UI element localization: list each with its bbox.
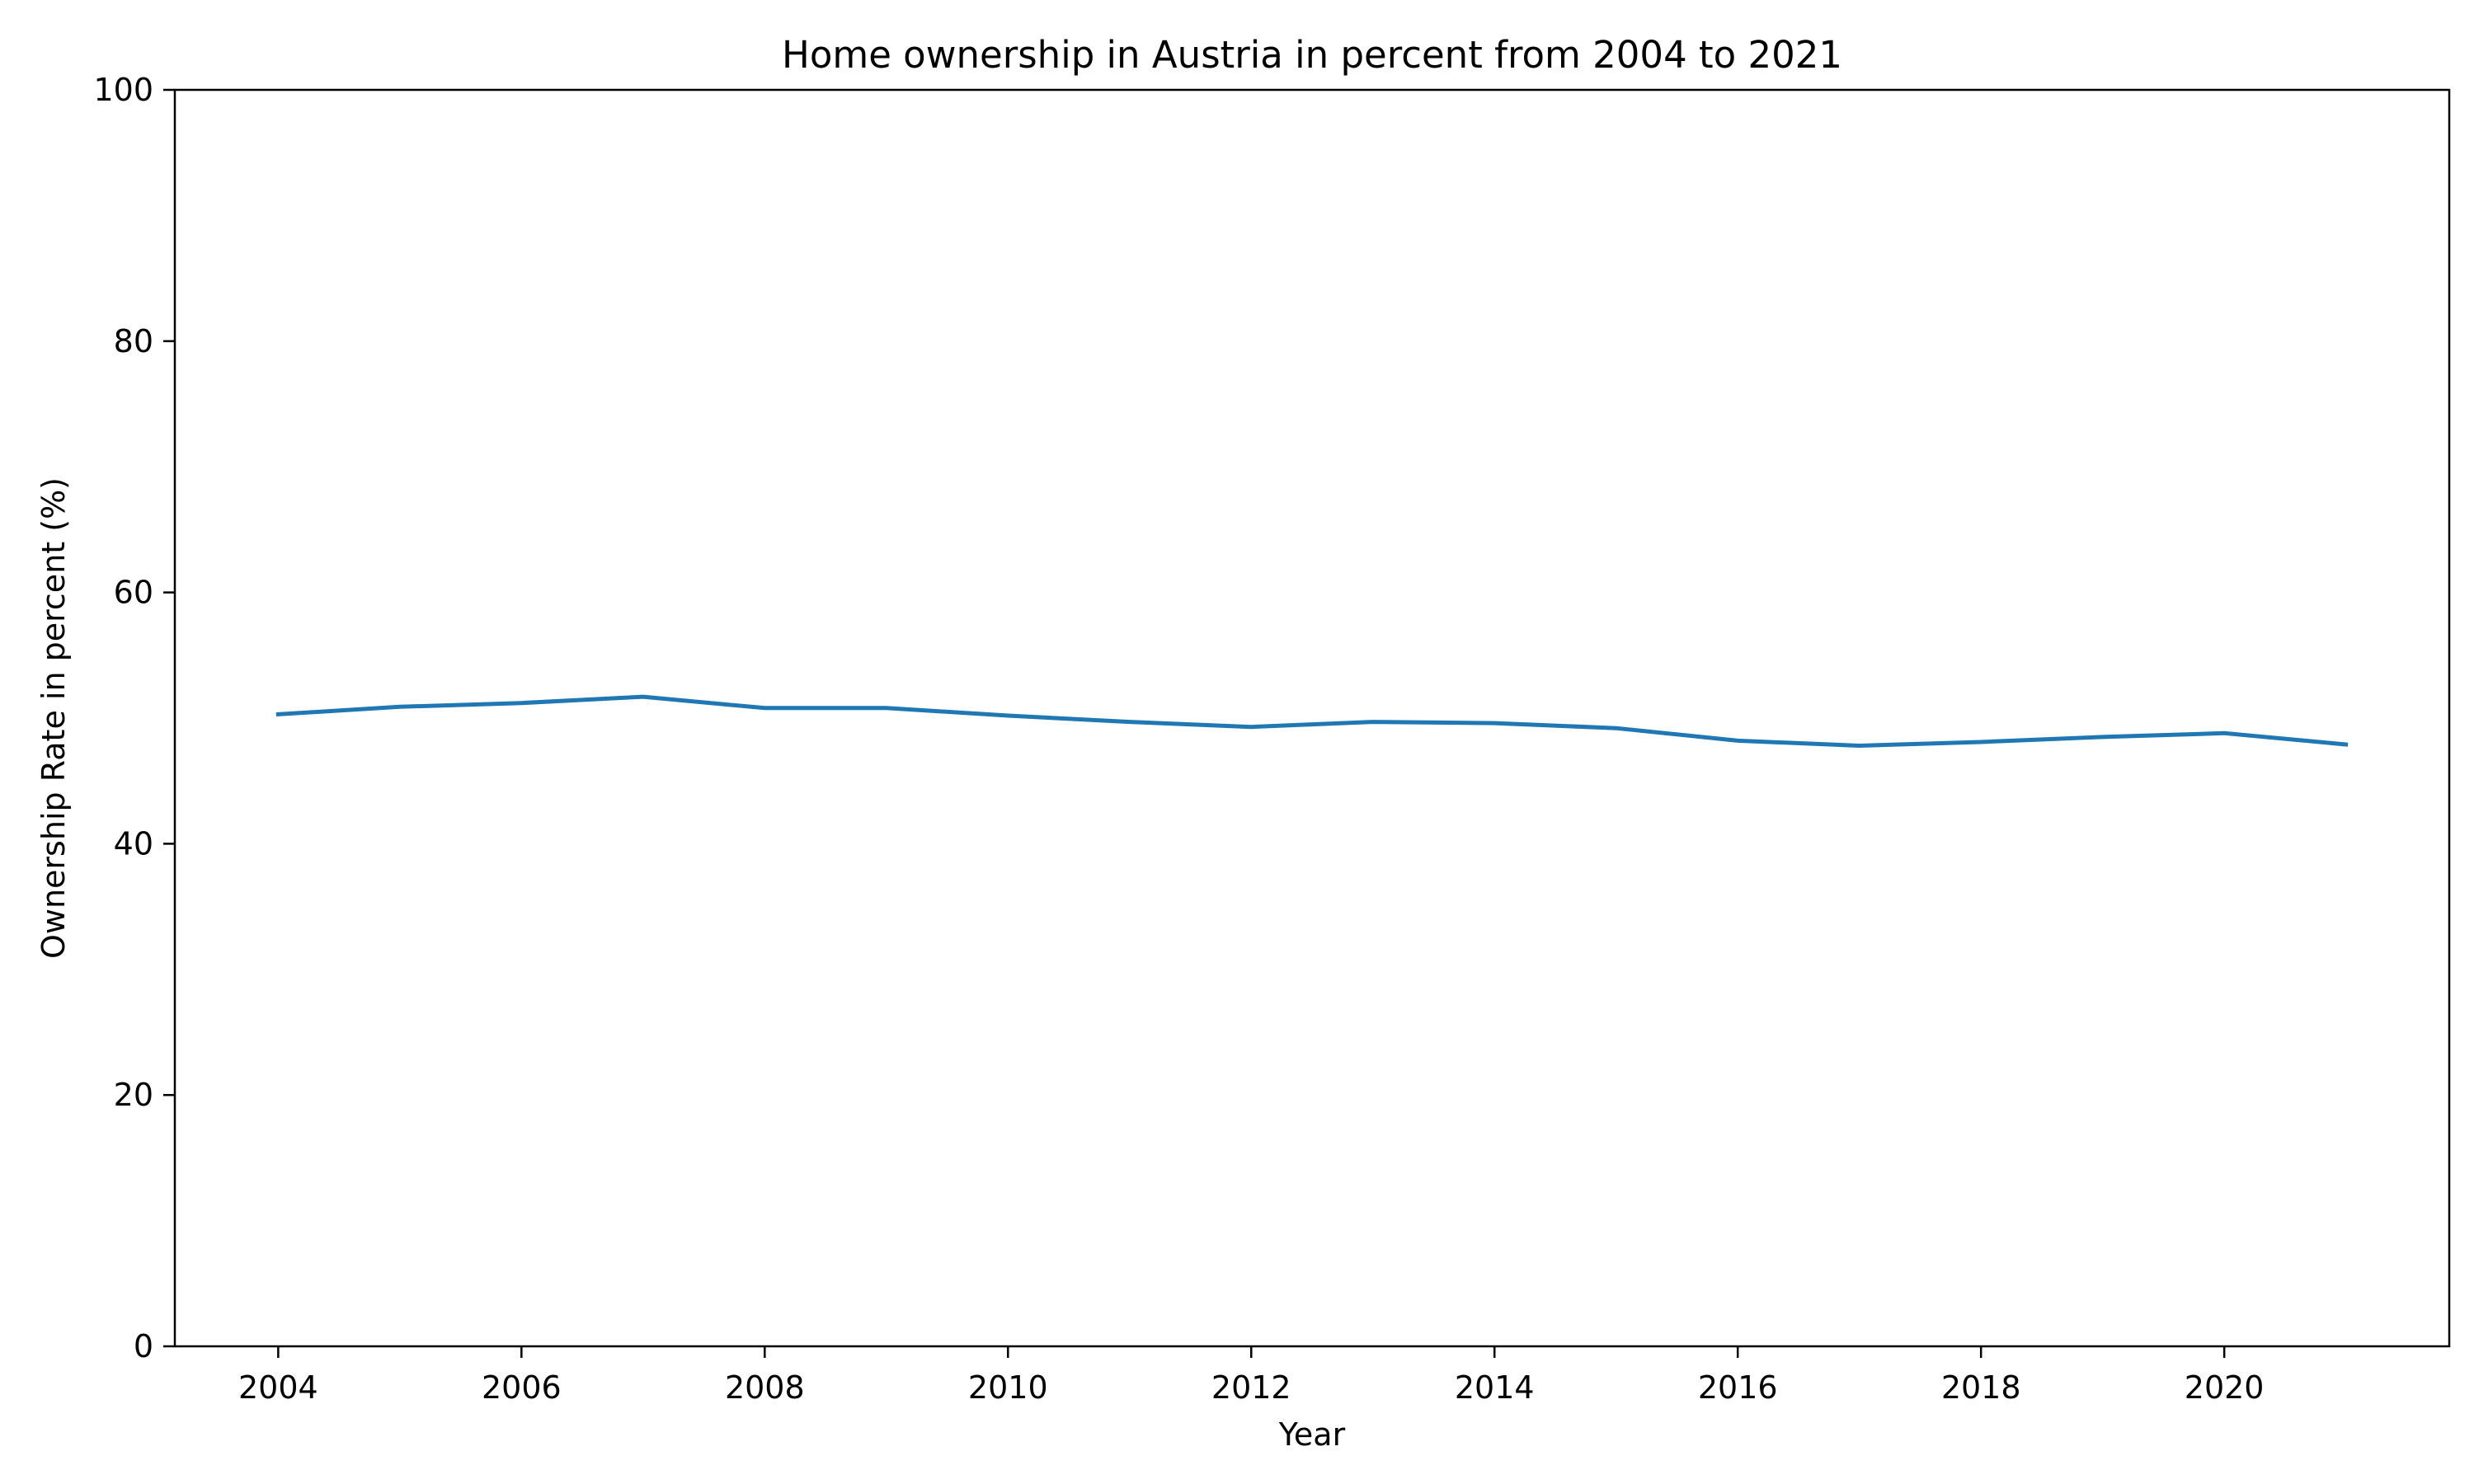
- y-tick-label: 0: [134, 1328, 153, 1364]
- y-tick-label: 20: [114, 1077, 153, 1113]
- x-tick-label: 2010: [968, 1369, 1048, 1406]
- x-tick-label: 2018: [1941, 1369, 2021, 1406]
- x-tick-label: 2014: [1455, 1369, 1535, 1406]
- y-tick-label: 80: [114, 323, 153, 359]
- x-tick-label: 2020: [2185, 1369, 2265, 1406]
- y-axis-title: Ownership Rate in percent (%): [35, 477, 72, 959]
- y-tick-label: 60: [114, 575, 153, 611]
- x-axis-ticks: 2004 2006 2008 2010 2012 2014 2016 2018 2020: [238, 1346, 2265, 1406]
- chart-title: Home ownership in Austria in percent fro…: [782, 33, 1842, 77]
- x-tick-label: 2004: [238, 1369, 318, 1406]
- plot-frame: [173, 88, 2451, 1348]
- x-tick-label: 2012: [1211, 1369, 1291, 1406]
- y-axis-ticks: 0 20 40 60 80 100: [93, 72, 175, 1364]
- x-tick-label: 2008: [725, 1369, 805, 1406]
- y-tick-label: 100: [93, 72, 153, 108]
- y-tick-label: 40: [114, 825, 153, 862]
- x-axis-title: Year: [1278, 1416, 1346, 1453]
- x-tick-label: 2016: [1698, 1369, 1778, 1406]
- x-tick-label: 2006: [482, 1369, 562, 1406]
- series-line: [275, 694, 2349, 748]
